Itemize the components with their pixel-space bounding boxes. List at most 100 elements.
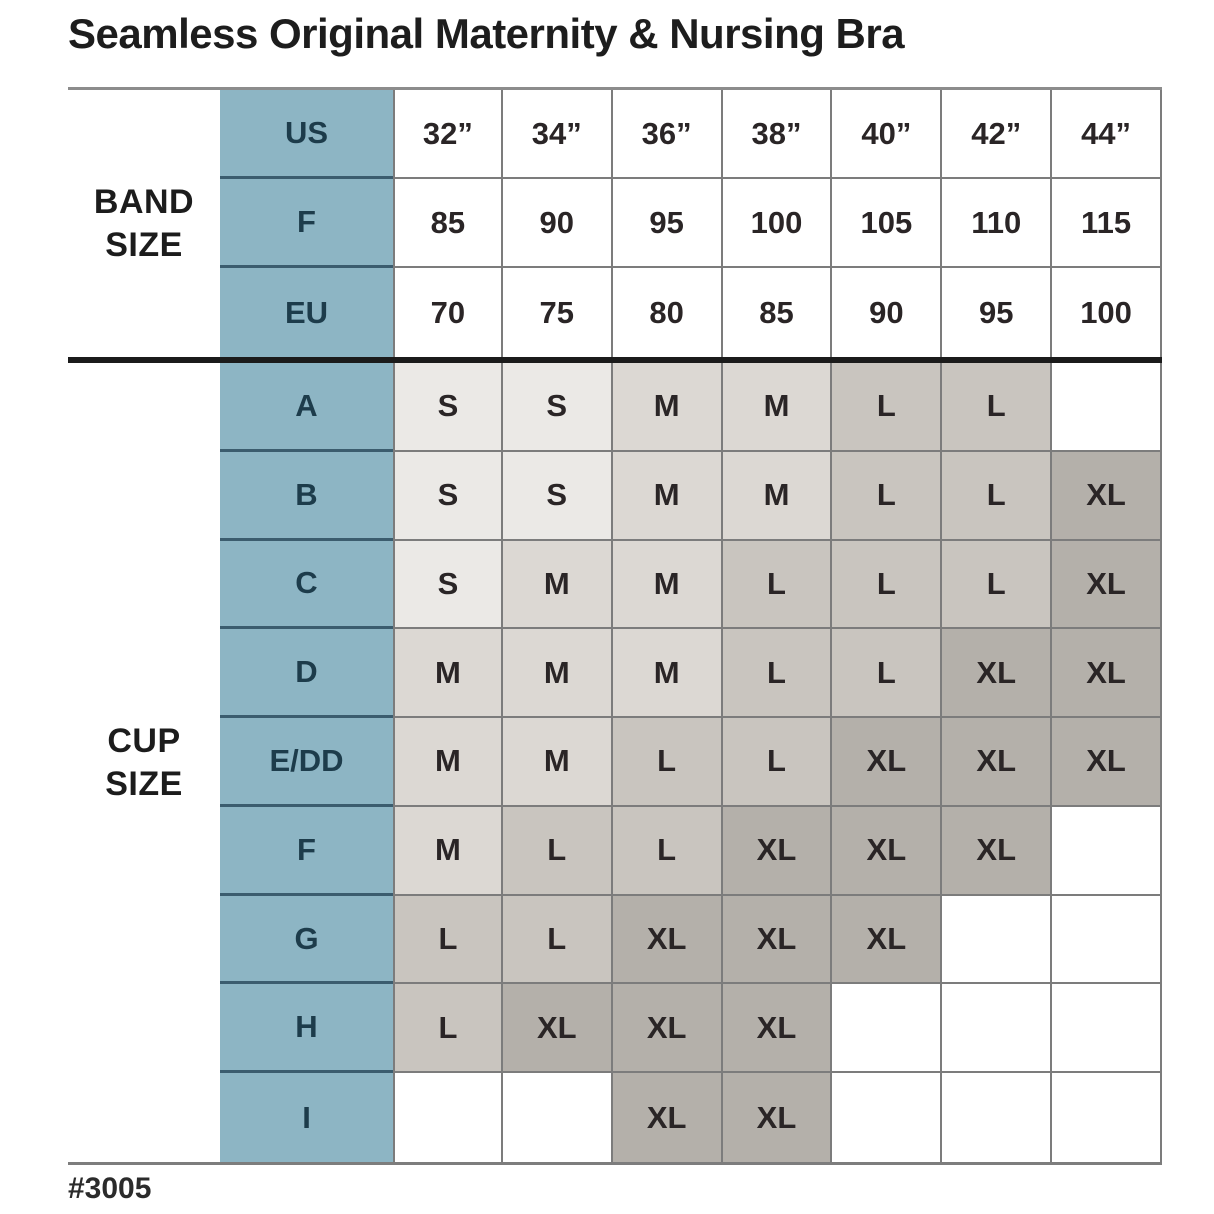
cup-size-cell: S [393,451,503,541]
cup-size-cell [502,1073,613,1162]
cup-row-label-b: B [220,451,393,541]
cup-size-cell: M [722,363,833,452]
cup-size-cell: S [502,363,613,452]
band-cup-divider [68,357,1162,363]
cup-size-cell [393,1073,503,1162]
cup-size-cell: M [393,629,503,719]
cup-size-cell: M [722,451,833,541]
cup-size-cell: M [502,540,613,630]
cup-size-cell: L [722,629,833,719]
band-row-label-eu: EU [220,268,393,357]
size-table: BAND SIZE US 32” 34” 36” 38” 40” 42” 44” F 85 90 95 1… [68,87,1162,1165]
cup-size-cell: L [942,363,1053,452]
cup-size-cell: M [502,629,613,719]
band-value-cell: 95 [942,268,1053,357]
cup-size-cell [1052,363,1162,452]
cup-size-cell [942,984,1053,1074]
cup-size-cell: M [612,363,723,452]
cup-size-cell: L [832,629,943,719]
cup-size-cell: S [393,363,503,452]
cup-size-cell: M [393,806,503,896]
band-value-cell: 44” [1052,90,1162,179]
band-value-cell: 80 [612,268,723,357]
cup-size-cell: M [612,451,723,541]
cup-size-cell [1052,984,1162,1074]
cup-size-label: CUP SIZE [68,363,220,1162]
cup-size-cell: L [612,718,723,807]
cup-size-cell: L [502,895,613,985]
cup-size-cell: L [832,540,943,630]
band-row-label-f: F [220,179,393,268]
cup-row-label-d: D [220,629,393,719]
cup-size-cell [832,984,943,1074]
cup-size-cell: S [502,451,613,541]
band-value-cell: 75 [502,268,613,357]
band-value-cell: 34” [502,90,613,179]
cup-size-cell: XL [1052,718,1162,807]
cup-size-cell: M [502,718,613,807]
cup-size-cell: XL [942,629,1053,719]
cup-size-cell: L [722,718,833,807]
cup-size-cell: XL [722,984,833,1074]
cup-row-label-g: G [220,895,393,985]
cup-size-cell: XL [722,806,833,896]
cup-size-cell: M [393,718,503,807]
cup-size-cell [1052,806,1162,896]
band-value-cell: 100 [1052,268,1162,357]
cup-size-cell: XL [832,806,943,896]
band-value-cell: 90 [832,268,943,357]
cup-size-cell [942,895,1053,985]
cup-size-cell: S [393,540,503,630]
cup-size-cell: XL [612,895,723,985]
cup-size-cell [942,1073,1053,1162]
cup-size-cell: XL [942,718,1053,807]
cup-size-cell: XL [832,895,943,985]
band-value-cell: 90 [502,179,613,268]
band-value-cell: 42” [942,90,1053,179]
cup-size-cell: L [722,540,833,630]
band-value-cell: 36” [612,90,723,179]
band-value-cell: 95 [612,179,723,268]
cup-size-cell [1052,1073,1162,1162]
cup-size-cell: XL [1052,629,1162,719]
page-title: Seamless Original Maternity & Nursing Br… [68,10,905,57]
cup-size-cell: L [502,806,613,896]
cup-row-label-f: F [220,806,393,896]
cup-row-label-e-dd: E/DD [220,718,393,807]
cup-size-cell: XL [722,895,833,985]
band-value-cell: 85 [393,179,503,268]
cup-size-cell: L [832,451,943,541]
cup-size-cell: L [393,984,503,1074]
cup-size-cell: XL [942,806,1053,896]
cup-size-cell: L [832,363,943,452]
band-value-cell: 110 [942,179,1053,268]
cup-size-cell: XL [502,984,613,1074]
cup-size-cell: L [942,540,1053,630]
cup-size-cell: XL [1052,451,1162,541]
cup-size-cell: L [942,451,1053,541]
cup-size-cell: XL [612,1073,723,1162]
band-value-cell: 40” [832,90,943,179]
band-value-cell: 85 [722,268,833,357]
band-size-label: BAND SIZE [68,90,220,357]
band-value-cell: 100 [722,179,833,268]
band-value-cell: 105 [832,179,943,268]
cup-row-label-i: I [220,1073,393,1162]
band-value-cell: 32” [393,90,503,179]
cup-row-label-c: C [220,540,393,630]
cup-size-cell: XL [1052,540,1162,630]
cup-size-cell: XL [612,984,723,1074]
cup-size-cell: L [393,895,503,985]
cup-row-label-h: H [220,984,393,1074]
cup-size-cell: XL [722,1073,833,1162]
band-value-cell: 115 [1052,179,1162,268]
cup-size-cell [1052,895,1162,985]
band-value-cell: 70 [393,268,503,357]
cup-size-cell: XL [832,718,943,807]
cup-size-cell: M [612,629,723,719]
cup-size-cell: M [612,540,723,630]
cup-size-cell: L [612,806,723,896]
cup-size-cell [832,1073,943,1162]
product-number: #3005 [68,1172,152,1205]
band-row-label-us: US [220,90,393,179]
